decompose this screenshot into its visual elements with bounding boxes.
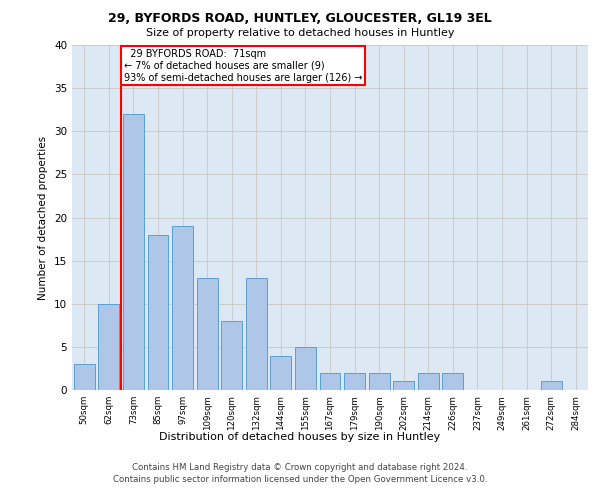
Bar bbox=[295, 347, 316, 390]
Text: Contains HM Land Registry data © Crown copyright and database right 2024.: Contains HM Land Registry data © Crown c… bbox=[132, 464, 468, 472]
Bar bbox=[368, 373, 389, 390]
Bar bbox=[344, 373, 365, 390]
Bar bbox=[123, 114, 144, 390]
Text: 29, BYFORDS ROAD, HUNTLEY, GLOUCESTER, GL19 3EL: 29, BYFORDS ROAD, HUNTLEY, GLOUCESTER, G… bbox=[108, 12, 492, 26]
Bar bbox=[148, 235, 169, 390]
Bar bbox=[221, 321, 242, 390]
Bar bbox=[197, 278, 218, 390]
Text: Size of property relative to detached houses in Huntley: Size of property relative to detached ho… bbox=[146, 28, 454, 38]
Bar bbox=[172, 226, 193, 390]
Text: Distribution of detached houses by size in Huntley: Distribution of detached houses by size … bbox=[160, 432, 440, 442]
Bar bbox=[442, 373, 463, 390]
Text: 29 BYFORDS ROAD:  71sqm  
← 7% of detached houses are smaller (9)
93% of semi-de: 29 BYFORDS ROAD: 71sqm ← 7% of detached … bbox=[124, 50, 362, 82]
Bar bbox=[271, 356, 292, 390]
Bar bbox=[541, 382, 562, 390]
Bar bbox=[246, 278, 267, 390]
Bar bbox=[393, 382, 414, 390]
Bar bbox=[74, 364, 95, 390]
Bar bbox=[98, 304, 119, 390]
Bar bbox=[320, 373, 340, 390]
Text: Contains public sector information licensed under the Open Government Licence v3: Contains public sector information licen… bbox=[113, 475, 487, 484]
Bar bbox=[418, 373, 439, 390]
Y-axis label: Number of detached properties: Number of detached properties bbox=[38, 136, 49, 300]
